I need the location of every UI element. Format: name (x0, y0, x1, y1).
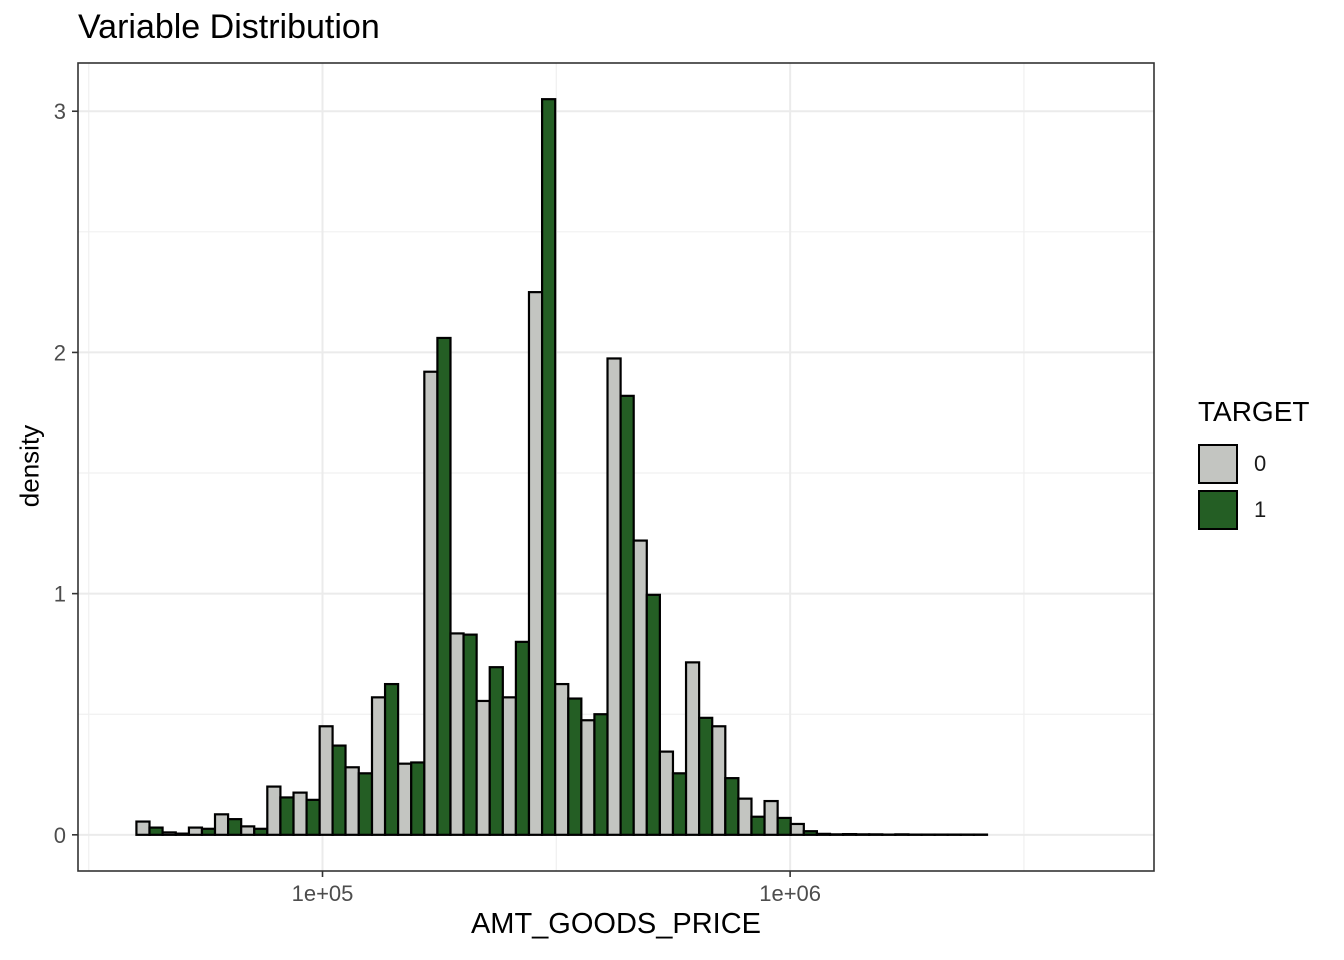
bar-series-0 (501, 696, 518, 836)
bar-series-0 (737, 797, 753, 836)
bar-series-1 (174, 832, 191, 836)
bar-series-0 (475, 699, 491, 836)
bar-series-1 (776, 816, 792, 836)
bar-series-1 (279, 796, 295, 836)
bar-series-0 (266, 785, 282, 836)
axis-ticks: 0 1 2 3 1e+05 1e+06 (54, 99, 821, 906)
bar-series-1 (226, 818, 243, 836)
bar-series-0 (318, 725, 334, 836)
bar-series-0 (344, 766, 360, 836)
bar-series-1 (410, 761, 426, 836)
bar-series-0 (632, 539, 648, 836)
bar-series-0 (161, 831, 177, 836)
legend-title: TARGET (1198, 396, 1310, 427)
bar-series-1 (331, 744, 347, 836)
chart-title: Variable Distribution (78, 8, 380, 46)
bar-series-1 (802, 830, 819, 836)
bar-series-1 (750, 815, 766, 836)
bar-series-1 (540, 98, 557, 836)
bar-series-0 (606, 357, 622, 836)
x-axis-label: AMT_GOODS_PRICE (470, 908, 762, 940)
legend-label-1: 1 (1254, 497, 1267, 522)
y-tick-label: 0 (54, 823, 66, 848)
legend-key-1 (1198, 490, 1238, 530)
bar-series-1 (462, 633, 478, 836)
bar-series-1 (488, 666, 504, 836)
bar-series-1 (671, 772, 688, 836)
bar-series-0 (135, 820, 151, 836)
bar-series-1 (619, 394, 635, 836)
bar-series-1 (514, 640, 531, 836)
bar-series-0 (240, 825, 256, 836)
bar-series-1 (567, 697, 583, 836)
x-tick-label: 1e+06 (759, 881, 821, 906)
x-tick-label: 1e+05 (292, 881, 354, 906)
bar-series-0 (292, 791, 308, 836)
bar-series-0 (213, 813, 230, 836)
bar-series-0 (711, 725, 727, 836)
bar-series-0 (815, 832, 832, 836)
bar-series-0 (527, 291, 544, 836)
bar-series-1 (357, 772, 374, 836)
legend-label-0: 0 (1254, 451, 1267, 476)
plot-border (77, 62, 1155, 872)
y-axis-label: density (14, 424, 45, 508)
y-tick-label: 3 (54, 99, 66, 124)
legend-item-1: 1 (1198, 488, 1266, 532)
bar-series-0 (658, 750, 675, 836)
bar-series-1 (200, 827, 217, 836)
bar-series-1 (698, 716, 714, 836)
bar-series-1 (253, 827, 269, 836)
bar-series-1 (724, 777, 740, 836)
legend-item-0: 0 (1198, 442, 1266, 486)
bar-series-1 (383, 682, 400, 836)
bar-series-1 (593, 713, 609, 836)
y-tick-label: 1 (54, 582, 66, 607)
legend-key-0 (1198, 444, 1238, 484)
bar-series-0 (187, 826, 204, 836)
y-tick-label: 2 (54, 340, 66, 365)
bar-series-0 (449, 632, 465, 836)
bar-series-0 (789, 822, 805, 836)
bar-series-0 (370, 696, 387, 836)
bar-series-0 (397, 762, 413, 836)
bar-series-0 (684, 661, 701, 836)
bars (135, 98, 989, 836)
bar-series-1 (645, 593, 661, 836)
bar-series-1 (436, 336, 452, 836)
bar-series-1 (148, 826, 164, 836)
bar-series-0 (763, 799, 779, 836)
bar-series-0 (841, 832, 858, 836)
bar-series-1 (305, 798, 321, 836)
bar-series-0 (580, 719, 596, 836)
bar-series-0 (423, 370, 439, 836)
bar-series-0 (554, 682, 570, 836)
